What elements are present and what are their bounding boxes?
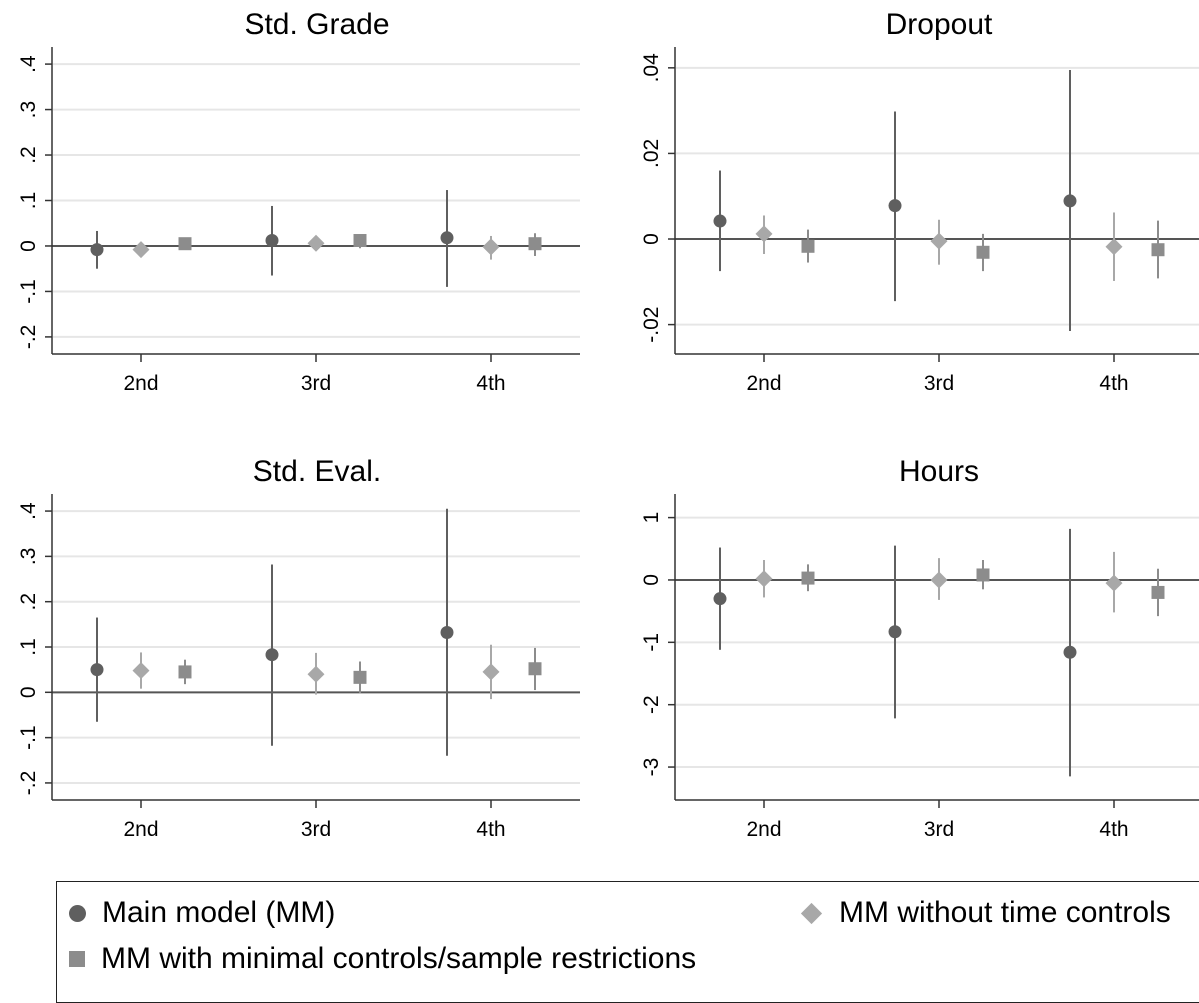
x-tick-label: 2nd (123, 372, 158, 395)
x-tick-label: 2nd (746, 372, 781, 395)
point-main-model (888, 625, 902, 639)
y-tick-label: 1 (640, 512, 663, 524)
point-minimal-controls (976, 245, 990, 259)
x-tick-label: 3rd (301, 372, 331, 395)
y-tick-label: 0 (640, 574, 663, 586)
point-minimal-controls (353, 670, 367, 684)
point-no-time-controls (307, 665, 325, 683)
chart-title: Std. Grade (244, 8, 389, 41)
point-minimal-controls (353, 234, 367, 248)
x-tick-label: 4th (476, 372, 505, 395)
diamond-marker-icon (800, 902, 823, 924)
point-minimal-controls (178, 237, 192, 251)
y-tick-label: -.1 (17, 279, 40, 304)
x-tick-label: 2nd (746, 818, 781, 841)
y-tick-label: .2 (17, 593, 40, 611)
y-tick-label: -.1 (17, 725, 40, 750)
point-no-time-controls (755, 570, 773, 588)
legend-label: Main model (MM) (102, 896, 336, 929)
point-no-time-controls (1105, 574, 1123, 592)
y-tick-label: .3 (17, 101, 40, 119)
point-no-time-controls (482, 238, 500, 256)
chart-panel-3: Std. Eval. .4 .3 .2 .1 0 -.1 -.2 2nd 3rd 4th (17, 455, 580, 841)
chart-title: Std. Eval. (253, 455, 381, 488)
point-minimal-controls (528, 237, 542, 251)
y-tick-label: .2 (17, 146, 40, 164)
y-tick-label: -.2 (17, 771, 40, 796)
legend-label: MM with minimal controls/sample restrict… (101, 942, 697, 975)
legend-item-main-model: Main model (MM) (69, 896, 335, 930)
y-tick-label: 0 (640, 233, 663, 245)
chart-panel-1: Std. Grade .4 .3 .2 .1 0 -.1 -.2 2nd 3rd 4th (17, 8, 580, 395)
x-tick-label: 4th (1099, 818, 1128, 841)
y-tick-label: -1 (640, 633, 663, 652)
point-main-model (265, 234, 279, 248)
point-no-time-controls (307, 234, 325, 252)
point-main-model (440, 626, 454, 639)
y-tick-label: .4 (17, 502, 40, 520)
chart-panel-4: Hours 1 0 -1 -2 -3 2nd 3rd 4th (640, 455, 1199, 841)
point-main-model (1063, 645, 1077, 659)
point-main-model (1063, 194, 1077, 208)
chart-panel-2: Dropout .04 .02 0 -.02 2nd 3rd 4th (640, 8, 1199, 395)
y-tick-label: .1 (17, 638, 40, 656)
point-minimal-controls (801, 571, 815, 585)
point-minimal-controls (1151, 243, 1165, 257)
y-tick-label: .3 (17, 548, 40, 566)
point-minimal-controls (528, 662, 542, 676)
point-minimal-controls (976, 568, 990, 582)
point-minimal-controls (801, 239, 815, 253)
chart-title: Hours (899, 455, 979, 488)
circle-marker-icon (69, 904, 86, 922)
point-no-time-controls (755, 225, 773, 243)
x-tick-label: 3rd (924, 372, 954, 395)
point-no-time-controls (1105, 238, 1123, 256)
y-tick-label: -3 (640, 758, 663, 777)
x-tick-label: 2nd (123, 818, 158, 841)
x-tick-label: 3rd (301, 818, 331, 841)
point-no-time-controls (930, 232, 948, 250)
point-minimal-controls (178, 665, 192, 679)
point-main-model (713, 592, 727, 606)
point-main-model (713, 214, 727, 228)
point-no-time-controls (132, 241, 150, 259)
y-tick-label: -2 (640, 695, 663, 714)
point-minimal-controls (1151, 585, 1165, 599)
point-no-time-controls (930, 571, 948, 589)
legend-label: MM without time controls (839, 896, 1171, 929)
point-main-model (265, 648, 279, 662)
y-tick-label: .02 (640, 139, 663, 168)
x-tick-label: 4th (1099, 372, 1128, 395)
y-tick-label: .1 (17, 192, 40, 210)
y-tick-label: -.2 (17, 325, 40, 350)
y-tick-label: .04 (640, 53, 663, 83)
x-tick-label: 3rd (924, 818, 954, 841)
point-no-time-controls (482, 663, 500, 681)
point-no-time-controls (132, 662, 150, 680)
y-tick-label: 0 (17, 240, 40, 252)
y-tick-label: .4 (17, 55, 40, 73)
chart-title: Dropout (886, 8, 993, 41)
point-main-model (90, 243, 104, 257)
y-tick-label: 0 (17, 686, 40, 698)
square-marker-icon (69, 951, 85, 967)
point-main-model (440, 231, 454, 245)
legend-item-no-time-controls: MM without time controls (800, 896, 1171, 930)
legend-item-minimal-controls: MM with minimal controls/sample restrict… (69, 942, 696, 976)
point-main-model (90, 663, 104, 677)
x-tick-label: 4th (476, 818, 505, 841)
legend: Main model (MM) MM without time controls… (56, 881, 1199, 1003)
y-tick-label: -.02 (640, 307, 663, 343)
point-main-model (888, 199, 902, 213)
